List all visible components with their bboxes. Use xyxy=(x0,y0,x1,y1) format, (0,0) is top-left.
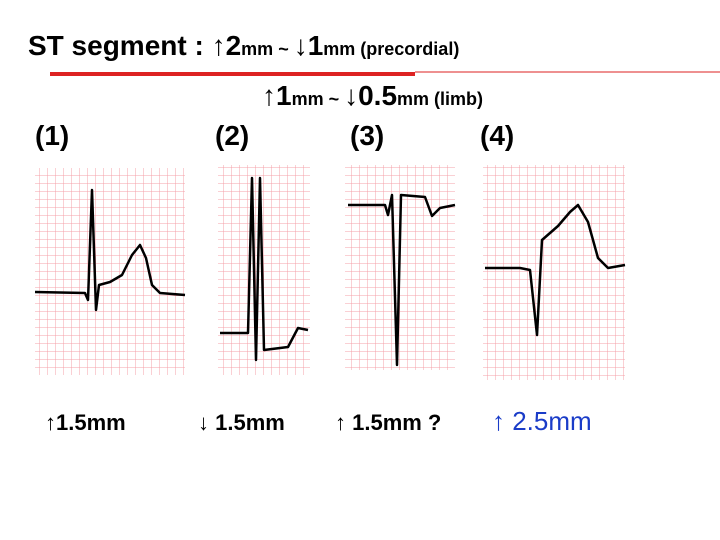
panel-caption: ↑1.5mm xyxy=(45,410,126,435)
panel-caption: ↓ 1.5mm xyxy=(198,410,285,435)
panel-caption: ↑ 1.5mm ? xyxy=(335,410,442,435)
panel-label: (4) xyxy=(480,120,515,151)
ecg-trace xyxy=(220,176,309,362)
title-line: ↑1mm ~ ↓0.5mm (limb) xyxy=(262,80,483,112)
ecg-trace xyxy=(34,188,186,312)
title-text: mm (limb) xyxy=(397,89,484,109)
title-text: mm (precordial) xyxy=(323,39,460,59)
ecg-trace xyxy=(485,203,626,337)
title-text: ~ xyxy=(273,39,294,59)
ecg-trace xyxy=(348,193,456,367)
ecg-grid xyxy=(35,168,185,375)
panel-label: (1) xyxy=(35,120,70,151)
title-text: ↓0.5 xyxy=(344,80,398,111)
title-text: mm xyxy=(241,39,274,59)
title-text: ST segment : ↑2 xyxy=(28,30,242,61)
title-text: ↑1 xyxy=(262,80,292,111)
ecg-grid xyxy=(483,165,625,380)
title-text: ↓1 xyxy=(293,30,324,61)
panel-caption: ↑ 2.5mm xyxy=(492,406,592,436)
title-text: mm ~ xyxy=(291,89,345,109)
panel-label: (2) xyxy=(215,120,250,151)
panel-label: (3) xyxy=(350,120,385,151)
title-line: ST segment : ↑2mm ~ ↓1mm (precordial) xyxy=(28,30,459,62)
